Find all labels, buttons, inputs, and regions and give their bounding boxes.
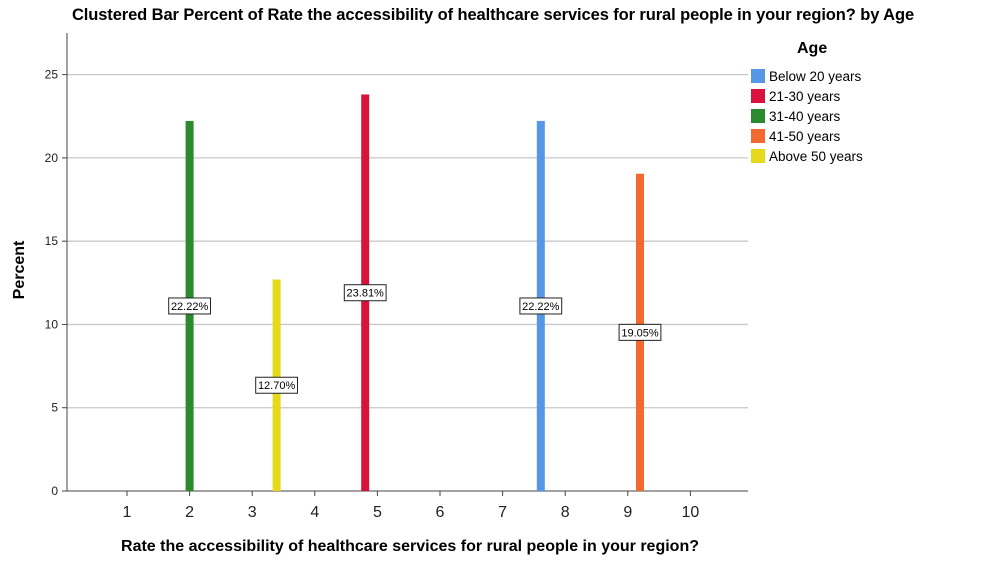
legend-item: Above 50 years <box>751 146 863 166</box>
data-label-box <box>343 284 387 302</box>
y-tick-label: 25 <box>45 68 59 82</box>
y-tick-label: 0 <box>51 484 58 498</box>
x-tick-label: 8 <box>561 504 570 521</box>
data-label: 12.70% <box>258 380 296 392</box>
legend-swatch <box>751 149 765 163</box>
x-tick-label: 3 <box>248 504 257 521</box>
legend-items: Below 20 years 21-30 years 31-40 years 41-5… <box>751 66 863 166</box>
x-tick-label: 1 <box>123 504 132 521</box>
data-label: 23.81% <box>347 288 385 300</box>
y-axis-title: Percent <box>11 240 28 300</box>
legend-label: 41-50 years <box>769 128 841 144</box>
legend-swatch <box>751 109 765 123</box>
y-tick-label: 20 <box>45 151 59 165</box>
x-tick-label: 4 <box>310 504 319 521</box>
legend-label: 21-30 years <box>769 88 841 104</box>
x-tick-label: 10 <box>682 504 700 521</box>
data-label-box <box>168 297 211 315</box>
x-tick-label: 9 <box>623 504 632 521</box>
x-tick-label: 7 <box>498 504 507 521</box>
y-tick-label: 15 <box>45 234 59 248</box>
legend-swatch <box>751 89 765 103</box>
legend-item: Below 20 years <box>751 66 863 86</box>
data-label: 22.22% <box>522 301 560 313</box>
chart-title: Clustered Bar Percent of Rate the access… <box>71 6 915 24</box>
x-axis-title: Rate the accessibility of healthcare ser… <box>121 538 699 555</box>
legend-label: Above 50 years <box>769 148 863 164</box>
legend-label: 31-40 years <box>769 108 841 124</box>
legend-title: Age <box>797 40 828 57</box>
x-tick-label: 2 <box>185 504 194 521</box>
legend-item: 31-40 years <box>751 106 863 126</box>
y-tick-label: 5 <box>51 401 58 415</box>
legend-label: Below 20 years <box>769 68 862 84</box>
x-tick-label: 5 <box>373 504 382 521</box>
legend-swatch <box>751 129 765 143</box>
y-tick-label: 10 <box>45 317 59 331</box>
legend: Age Below 20 years 21-30 years 31-40 years… <box>751 40 863 166</box>
data-label-box <box>519 297 563 315</box>
data-label-box <box>618 323 662 341</box>
legend-item: 41-50 years <box>751 126 863 146</box>
x-tick-label: 6 <box>436 504 445 521</box>
data-label-box <box>255 376 298 394</box>
legend-item: 21-30 years <box>751 86 863 106</box>
data-label: 19.05% <box>621 327 659 339</box>
data-label: 22.22% <box>171 301 209 313</box>
legend-swatch <box>751 69 765 83</box>
